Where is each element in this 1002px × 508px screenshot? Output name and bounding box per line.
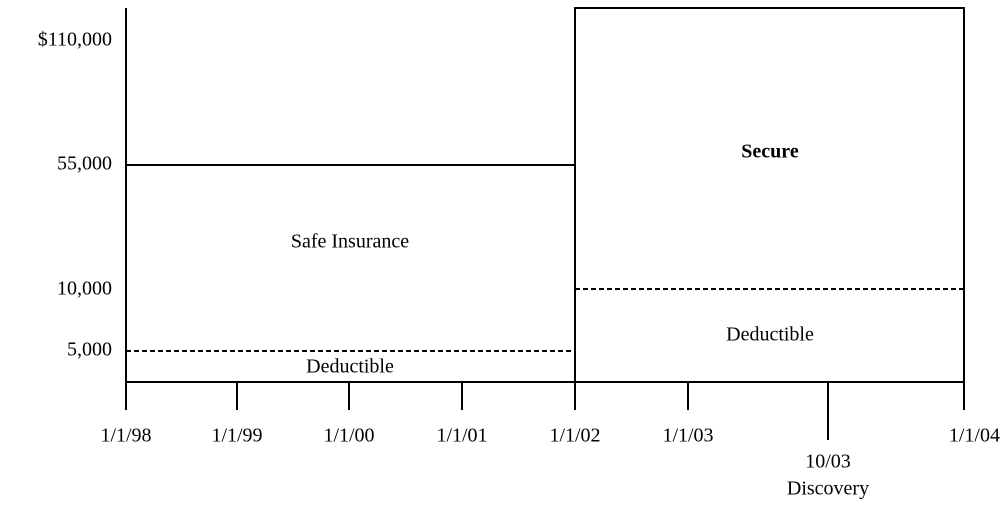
x-tick-label: 1/1/04 — [949, 425, 1000, 447]
region-label: Safe Insurance — [291, 231, 409, 253]
y-tick-label: 5,000 — [67, 339, 112, 361]
deductible-label: Deductible — [726, 324, 814, 346]
y-tick-label: 55,000 — [57, 153, 112, 175]
marker-date: 10/03 — [805, 451, 851, 473]
deductible-label: Deductible — [306, 356, 394, 378]
x-tick-label: 1/1/01 — [436, 425, 487, 447]
x-tick-label: 1/1/03 — [662, 425, 713, 447]
region-box — [574, 7, 965, 383]
x-tick-label: 1/1/00 — [323, 425, 374, 447]
marker-label: Discovery — [787, 478, 869, 500]
x-tick-label: 1/1/98 — [100, 425, 151, 447]
y-tick-label: $110,000 — [38, 29, 112, 51]
region-label: Secure — [741, 141, 799, 163]
x-tick-label: 1/1/02 — [549, 425, 600, 447]
y-tick-label: 10,000 — [57, 278, 112, 300]
x-tick-label: 1/1/99 — [211, 425, 262, 447]
